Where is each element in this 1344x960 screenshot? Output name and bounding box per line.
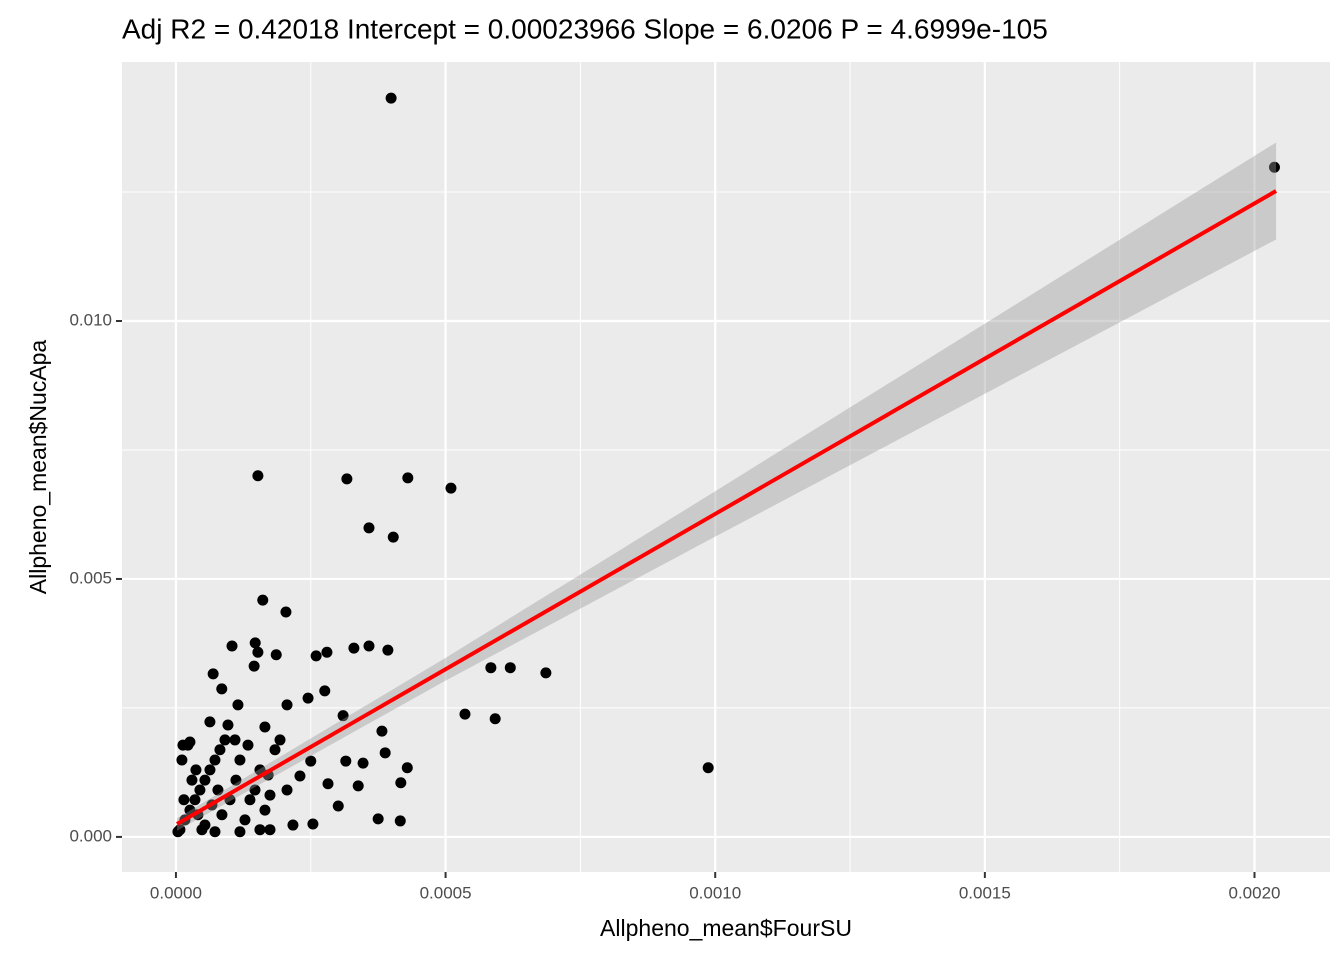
point: [1268, 161, 1280, 173]
y-axis-title: Allpheno_mean$NucApa: [25, 340, 51, 595]
point: [270, 649, 282, 661]
point: [307, 818, 319, 830]
point: [249, 784, 261, 796]
point: [485, 662, 497, 674]
point: [382, 644, 394, 656]
point: [232, 699, 244, 711]
point: [274, 734, 286, 746]
point: [207, 668, 219, 680]
point: [363, 640, 375, 652]
point: [204, 716, 216, 728]
point: [504, 662, 516, 674]
chart-title: Adj R2 = 0.42018 Intercept = 0.00023966 …: [122, 13, 1048, 44]
point: [257, 594, 269, 606]
point: [372, 813, 384, 825]
point: [385, 92, 397, 104]
x-tick-label: 0.0010: [689, 883, 741, 902]
point: [176, 754, 188, 766]
point: [287, 819, 299, 831]
point: [340, 755, 352, 767]
point: [249, 637, 261, 649]
point: [242, 739, 254, 751]
point: [702, 762, 714, 774]
x-tick-label: 0.0020: [1229, 883, 1281, 902]
point: [394, 815, 406, 827]
y-tick-label: 0.010: [69, 310, 112, 329]
point: [259, 804, 271, 816]
point: [395, 777, 407, 789]
point: [214, 744, 226, 756]
x-tick-label: 0.0005: [420, 883, 472, 902]
point: [234, 826, 246, 838]
point: [239, 814, 251, 826]
point: [401, 762, 413, 774]
point: [281, 784, 293, 796]
point: [254, 824, 266, 836]
point: [540, 667, 552, 679]
point: [310, 650, 322, 662]
point: [305, 755, 317, 767]
point: [264, 789, 276, 801]
point: [489, 713, 501, 725]
point: [402, 472, 414, 484]
point: [204, 764, 216, 776]
point: [280, 606, 292, 618]
point: [264, 824, 276, 836]
point: [348, 642, 360, 654]
point: [319, 685, 331, 697]
point: [199, 774, 211, 786]
point: [337, 710, 349, 722]
point: [219, 734, 231, 746]
x-tick-label: 0.0000: [150, 883, 202, 902]
fit-line: [176, 189, 1278, 826]
y-tick-label: 0.000: [69, 826, 112, 845]
point: [184, 736, 196, 748]
x-tick-label: 0.0015: [959, 883, 1011, 902]
x-axis-title: Allpheno_mean$FourSU: [600, 915, 852, 941]
point: [209, 754, 221, 766]
point: [216, 683, 228, 695]
point: [259, 721, 271, 733]
point: [341, 473, 353, 485]
point: [332, 800, 344, 812]
point: [226, 640, 238, 652]
point: [294, 770, 306, 782]
point: [189, 794, 201, 806]
point: [229, 734, 241, 746]
y-tick-label: 0.005: [69, 568, 112, 587]
point: [212, 784, 224, 796]
point: [281, 699, 293, 711]
point: [196, 824, 208, 836]
point: [252, 646, 264, 658]
confidence-band: [177, 142, 1277, 831]
point: [445, 482, 457, 494]
point: [222, 719, 234, 731]
point: [322, 778, 334, 790]
point: [209, 826, 221, 838]
point: [376, 725, 388, 737]
point: [186, 774, 198, 786]
point: [379, 747, 391, 759]
point: [172, 826, 184, 838]
point: [363, 522, 375, 534]
point: [216, 809, 228, 821]
point: [459, 708, 471, 720]
point: [302, 692, 314, 704]
point: [230, 774, 242, 786]
point: [252, 470, 264, 482]
point: [269, 744, 281, 756]
point: [387, 531, 399, 543]
point: [357, 757, 369, 769]
point: [244, 794, 256, 806]
point: [248, 660, 260, 672]
point: [321, 646, 333, 658]
point: [194, 784, 206, 796]
point: [352, 780, 364, 792]
point: [190, 764, 202, 776]
panel: [122, 62, 1330, 872]
point: [234, 754, 246, 766]
point: [178, 794, 190, 806]
